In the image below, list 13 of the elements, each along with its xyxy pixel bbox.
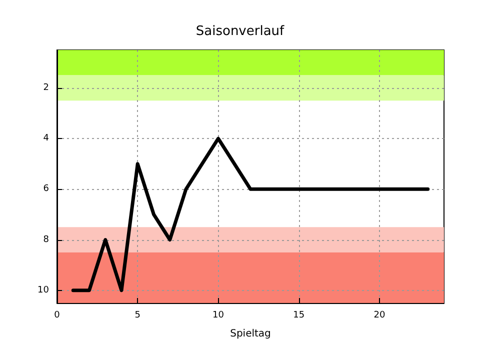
y-tick-label: 10	[38, 285, 50, 296]
x-tick-label: 20	[374, 310, 386, 320]
x-tick-label: 15	[293, 310, 305, 320]
x-axis-title: Spieltag	[230, 328, 271, 340]
chart-title: Saisonverlauf	[196, 24, 285, 39]
x-tick-label: 10	[212, 310, 224, 320]
y-tick-label: 8	[43, 234, 50, 245]
y-tick-label: 4	[43, 134, 50, 144]
x-tick-label: 5	[134, 310, 140, 320]
y-tick-label: 6	[43, 184, 50, 194]
y-tick-label: 2	[43, 82, 49, 93]
line-series	[71, 136, 430, 292]
x-tick-label: 0	[54, 310, 60, 320]
